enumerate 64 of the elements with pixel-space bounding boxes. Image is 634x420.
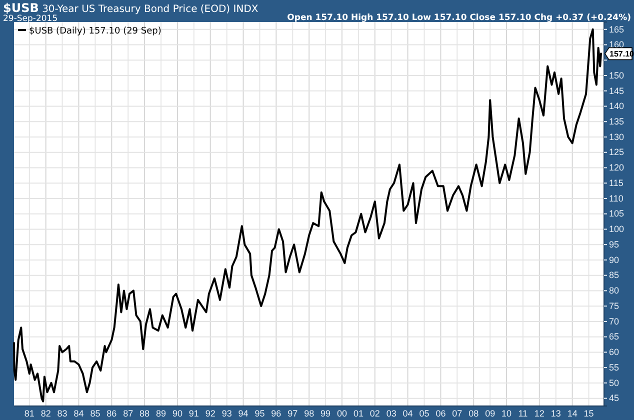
y-tick-label: 105: [609, 208, 624, 219]
y-tick-label: 115: [609, 178, 624, 188]
y-tick-label: 100: [609, 224, 624, 234]
y-tick-label: 165: [609, 24, 624, 34]
chart-title: $USB 30-Year US Treasury Bond Price (EOD) INDX: [3, 1, 258, 15]
x-tick-label: 84: [74, 408, 84, 418]
chart-subtitle: 29-Sep-2015: [3, 14, 58, 24]
x-tick-label: 00: [336, 408, 347, 418]
x-tick-label: 04: [402, 408, 413, 418]
y-tick-label: 125: [609, 147, 624, 158]
x-tick-label: 94: [238, 408, 248, 418]
y-tick-label: 120: [609, 162, 624, 173]
x-tick-label: 99: [320, 408, 331, 418]
x-tick-label: 82: [40, 408, 51, 418]
x-tick-label: 96: [271, 408, 282, 418]
y-tick-label: 95: [609, 239, 620, 250]
y-tick-label: 75: [609, 300, 620, 311]
y-tick-label: 50: [609, 378, 620, 388]
x-tick-label: 92: [205, 408, 216, 418]
x-tick-label: 97: [288, 408, 298, 418]
y-tick-label: 145: [609, 86, 624, 96]
y-tick-label: 45: [609, 393, 620, 404]
x-tick-label: 88: [140, 408, 150, 418]
x-tick-label: 86: [106, 408, 117, 418]
x-tick-label: 02: [370, 408, 380, 418]
y-tick-label: 135: [609, 116, 624, 126]
x-tick-label: 09: [485, 408, 496, 418]
y-tick-label: 150: [609, 70, 624, 80]
annotation: Open 157.10 High 157.10 Low 157.10 Close 157.10 Chg +0.37 (+0.24%): [287, 13, 632, 23]
x-tick-label: 85: [90, 408, 100, 418]
x-tick-label: 15: [584, 408, 594, 418]
x-tick-label: 98: [304, 408, 314, 418]
y-tick-label: 70: [609, 316, 620, 326]
y-tick-label: 60: [609, 347, 620, 358]
legend-label: $USB (Daily) 157.10 (29 Sep): [29, 26, 162, 36]
x-tick-label: 08: [468, 408, 479, 418]
line-series: [13, 28, 602, 402]
x-tick-label: 11: [518, 408, 528, 418]
y-tick-label: 55: [609, 362, 620, 372]
x-tick-label: 83: [57, 408, 68, 418]
x-tick-label: 87: [123, 408, 134, 418]
y-tick-label: 160: [609, 40, 624, 50]
y-tick-label: 140: [609, 101, 624, 112]
y-tick-label: 65: [609, 332, 620, 342]
x-tick-label: 14: [567, 408, 578, 418]
y-tick-label: 80: [609, 286, 620, 296]
x-tick-label: 89: [156, 408, 166, 418]
x-tick-label: 01: [353, 408, 364, 418]
y-tick-label: 130: [609, 132, 624, 142]
y-tick-label: 110: [609, 193, 624, 204]
x-tick-label: 10: [502, 408, 512, 418]
x-tick-label: 91: [188, 408, 199, 418]
x-tick-label: 05: [419, 408, 430, 418]
x-tick-label: 12: [534, 408, 544, 418]
y-tick-label: 90: [609, 254, 620, 265]
y-tick-label: 85: [609, 270, 620, 280]
x-tick-label: 03: [386, 408, 396, 418]
x-tick-label: 06: [436, 408, 446, 418]
x-tick-label: 81: [24, 408, 34, 418]
x-tick-label: 93: [222, 408, 232, 418]
x-tick-label: 07: [452, 408, 462, 418]
x-tick-label: 95: [254, 408, 265, 418]
x-tick-label: 13: [550, 408, 561, 418]
x-tick-label: 90: [172, 408, 182, 418]
